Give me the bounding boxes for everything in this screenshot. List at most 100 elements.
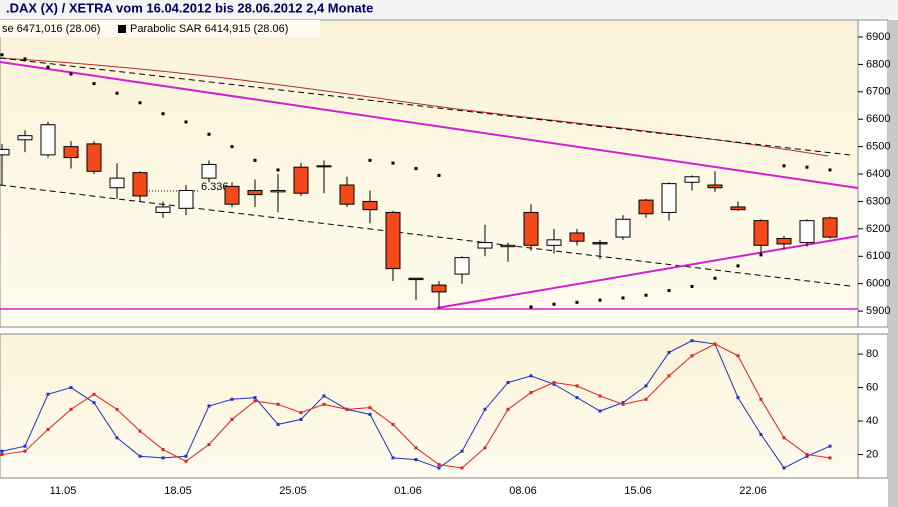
chart-title: .DAX (X) / XETRA vom 16.04.2012 bis 28.0… [6, 0, 373, 15]
point [368, 412, 372, 416]
point [621, 402, 625, 406]
point [0, 453, 4, 457]
y-tick-label: 6700 [866, 86, 890, 98]
trend-line [436, 235, 859, 309]
candle-body [523, 211, 539, 246]
legend-close: se 6471,016 (28.06) [2, 23, 100, 35]
x-tick-label: 25.05 [279, 485, 307, 497]
point [253, 396, 257, 400]
candle-body [546, 239, 562, 246]
candle-body [753, 220, 769, 246]
point [805, 453, 809, 457]
sar-dot [667, 289, 671, 293]
point [460, 466, 464, 470]
candle-body [109, 177, 125, 189]
point [805, 454, 809, 458]
candle-body [0, 148, 10, 156]
y-tick-label: 6300 [866, 195, 890, 207]
sar-dot [414, 167, 418, 171]
sar-dot [115, 91, 119, 95]
legend-swatch [118, 25, 126, 33]
point [575, 396, 579, 400]
point [92, 392, 96, 396]
point [115, 436, 119, 440]
sar-dot [92, 82, 96, 86]
sar-dot [253, 158, 257, 162]
point [345, 407, 349, 411]
sar-dot [69, 72, 73, 76]
sar-dot [0, 53, 4, 57]
point [621, 401, 625, 405]
moving-average [0, 57, 829, 157]
point [138, 454, 142, 458]
candle-body [408, 277, 424, 281]
point [69, 407, 73, 411]
legend-sar: Parabolic SAR 6414,915 (28.06) [130, 23, 288, 35]
point [506, 381, 510, 385]
sar-dot [575, 300, 579, 304]
point [391, 422, 395, 426]
point [598, 394, 602, 398]
candle-body [17, 135, 33, 141]
title-bar [0, 0, 898, 19]
y-axis-stoch [857, 333, 889, 479]
stoch-panel [0, 333, 859, 479]
point [736, 396, 740, 400]
candle-body [638, 199, 654, 215]
candle-body [247, 189, 263, 196]
moving-average [0, 184, 851, 287]
trend-line [0, 61, 859, 189]
candle-body [454, 257, 470, 275]
point [46, 392, 50, 396]
sar-dot [46, 65, 50, 69]
y-tick-label: 80 [866, 348, 878, 360]
candle-body [178, 189, 194, 209]
y-tick-label: 20 [866, 448, 878, 460]
candle-body [155, 206, 171, 213]
sar-dot [368, 158, 372, 162]
y-tick-label: 6400 [866, 168, 890, 180]
sar-dot [437, 173, 441, 177]
scroll-bar [888, 20, 898, 507]
point [736, 354, 740, 358]
point [529, 391, 533, 395]
point [391, 456, 395, 460]
x-tick-label: 22.06 [739, 485, 767, 497]
point [552, 381, 556, 385]
point [322, 394, 326, 398]
candle-body [684, 176, 700, 183]
point [552, 382, 556, 386]
point [299, 411, 303, 415]
candle-body [224, 185, 240, 205]
legend-bar [0, 20, 320, 37]
point [276, 422, 280, 426]
point [759, 397, 763, 401]
y-tick-label: 6100 [866, 250, 890, 262]
point [46, 427, 50, 431]
x-tick-label: 18.05 [164, 485, 192, 497]
point [483, 407, 487, 411]
candle-body [707, 184, 723, 189]
sar-dot [782, 164, 786, 168]
sar-dot [23, 57, 27, 61]
x-tick-label: 08.06 [509, 485, 537, 497]
point [690, 354, 694, 358]
point [460, 449, 464, 453]
candle-body [385, 211, 401, 270]
candle-body [40, 124, 56, 156]
point [299, 417, 303, 421]
candle-body [431, 284, 447, 293]
point [161, 448, 165, 452]
point [69, 386, 73, 390]
sar-dot [552, 302, 556, 306]
point [575, 384, 579, 388]
point [184, 459, 188, 463]
sar-dot [391, 161, 395, 165]
point [322, 402, 326, 406]
point [437, 463, 441, 467]
y-tick-label: 40 [866, 415, 878, 427]
sar-dot [529, 305, 533, 309]
point [437, 466, 441, 470]
sar-dot [828, 168, 832, 172]
